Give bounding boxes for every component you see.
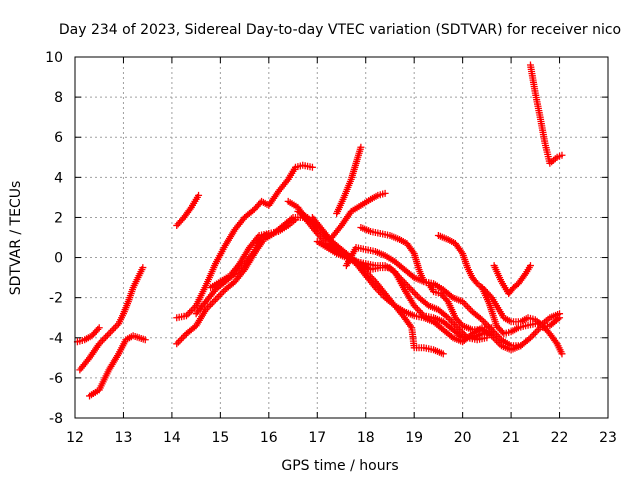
y-tick-label: -8 (49, 411, 63, 427)
y-tick-label: 8 (54, 90, 63, 106)
series-arc16 (357, 223, 525, 354)
series-arc18 (478, 284, 564, 338)
data-marker-trail (86, 332, 149, 400)
series-arc20 (526, 61, 566, 167)
data-marker-trail (357, 223, 525, 354)
series-arc3 (86, 332, 149, 400)
data-marker-trail (207, 229, 273, 292)
x-tick-label: 14 (163, 430, 181, 446)
y-tick-label: -4 (49, 331, 63, 347)
data-marker-trail (173, 191, 203, 229)
data-points (73, 61, 566, 400)
x-tick-label: 19 (405, 430, 423, 446)
y-tick-label: 2 (54, 210, 63, 226)
y-tick-label: -6 (49, 371, 63, 387)
data-marker-trail (76, 264, 147, 374)
x-tick-label: 22 (551, 430, 569, 446)
x-tick-label: 18 (357, 430, 375, 446)
x-tick-label: 17 (308, 430, 326, 446)
x-tick-label: 21 (502, 430, 520, 446)
chart-title: Day 234 of 2023, Sidereal Day-to-day VTE… (59, 22, 621, 38)
series-arc2 (76, 264, 147, 374)
data-marker-trail (333, 143, 365, 217)
x-tick-label: 15 (211, 430, 229, 446)
y-tick-label: -2 (49, 291, 63, 307)
plot-frame (74, 56, 609, 419)
series-arc6 (173, 161, 316, 322)
axis-ticks (74, 56, 609, 419)
data-marker-trail (173, 161, 316, 322)
y-tick-label: 6 (54, 130, 63, 146)
x-tick-label: 16 (260, 430, 278, 446)
series-arc8 (207, 229, 273, 292)
data-marker-trail (490, 262, 534, 298)
x-tick-label: 20 (454, 430, 472, 446)
series-arc1 (73, 324, 103, 346)
x-axis-title: GPS time / hours (281, 458, 398, 474)
x-tick-labels: 12 13 14 15 16 17 18 19 20 21 22 23 (66, 430, 617, 446)
series-arc12 (313, 238, 496, 342)
x-tick-label: 13 (115, 430, 133, 446)
series-arc4 (173, 191, 203, 229)
y-axis-title: SDTVAR / TECUs (8, 181, 24, 296)
data-marker-trail (478, 284, 564, 338)
grid-lines (75, 57, 608, 418)
series-arc14 (333, 143, 365, 217)
data-marker-trail (313, 238, 496, 342)
data-marker-trail (526, 61, 566, 167)
series-arc13 (328, 189, 389, 241)
x-tick-label: 23 (599, 430, 617, 446)
y-tick-label: 10 (45, 50, 63, 66)
y-tick-labels: -8 -6 -4 -2 0 2 4 6 8 10 (45, 50, 63, 427)
data-marker-trail (328, 189, 389, 241)
x-tick-label: 12 (66, 430, 84, 446)
y-tick-label: 0 (54, 251, 63, 267)
data-marker-trail (73, 324, 103, 346)
series-arc19 (490, 262, 534, 298)
y-tick-label: 4 (54, 170, 63, 186)
data-marker-trail (342, 244, 564, 350)
series-arc15 (342, 244, 564, 350)
